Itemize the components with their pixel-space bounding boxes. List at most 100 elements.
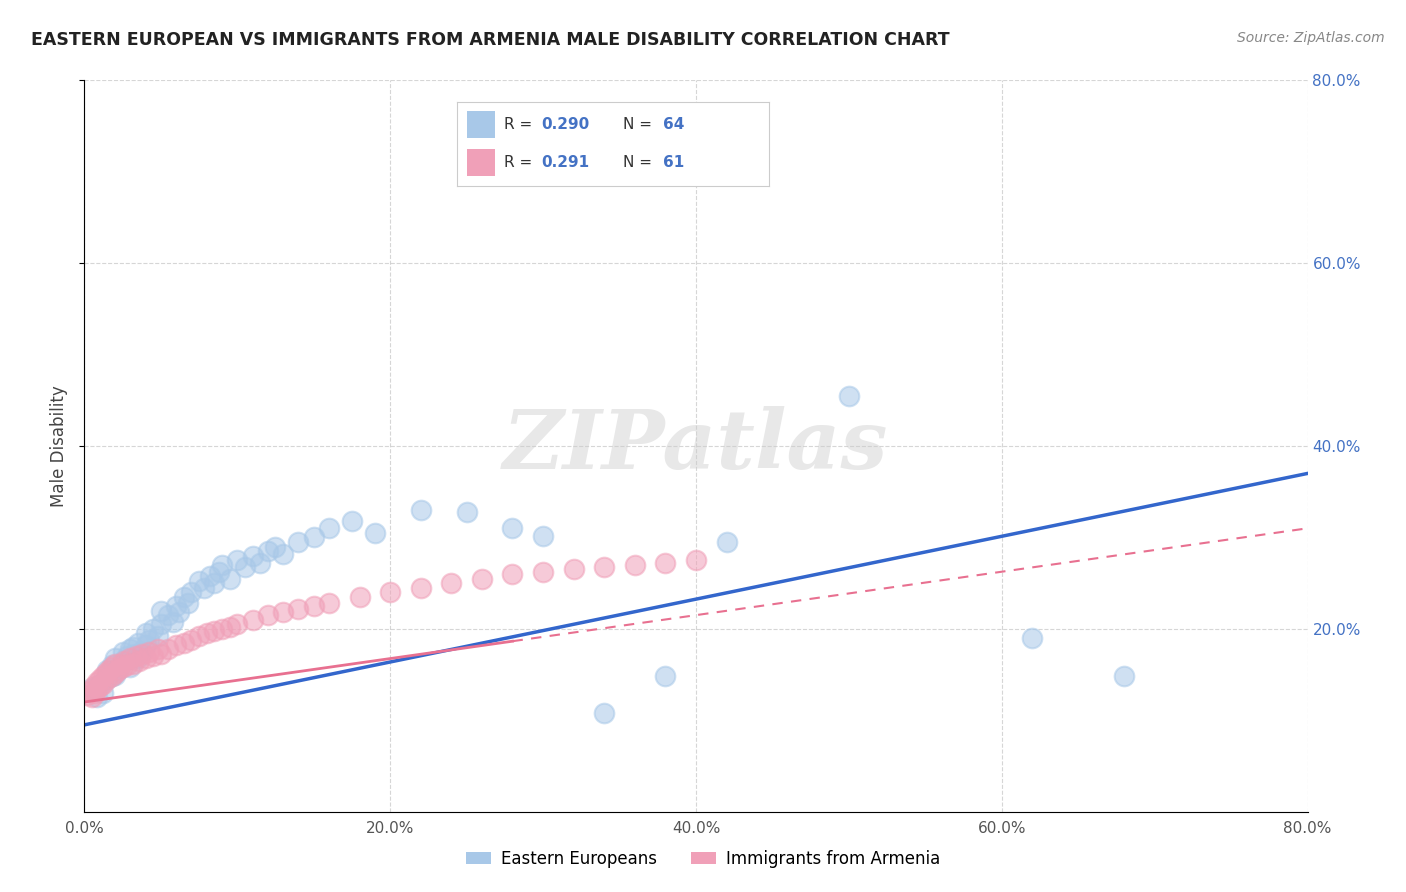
- Legend: Eastern Europeans, Immigrants from Armenia: Eastern Europeans, Immigrants from Armen…: [460, 844, 946, 875]
- Point: [79, 684, 101, 698]
- Point: [127, 651, 149, 665]
- Point: [654, 556, 676, 570]
- Point: [104, 657, 127, 671]
- Point: [173, 590, 195, 604]
- Point: [211, 558, 233, 572]
- Point: [318, 596, 340, 610]
- Point: [198, 569, 221, 583]
- Point: [287, 535, 309, 549]
- Point: [101, 660, 124, 674]
- Point: [146, 642, 169, 657]
- Point: [142, 649, 165, 664]
- Point: [302, 599, 325, 613]
- Point: [380, 585, 402, 599]
- Point: [409, 503, 432, 517]
- Point: [624, 558, 647, 572]
- Point: [149, 603, 172, 617]
- Point: [111, 654, 134, 668]
- Point: [131, 648, 153, 662]
- Point: [318, 521, 340, 535]
- Point: [180, 632, 202, 647]
- Point: [456, 505, 478, 519]
- Point: [104, 665, 127, 680]
- Point: [120, 642, 142, 657]
- Point: [122, 640, 145, 655]
- Point: [80, 681, 103, 696]
- Point: [162, 615, 184, 629]
- Point: [271, 606, 294, 620]
- Point: [104, 651, 127, 665]
- Point: [94, 665, 117, 680]
- Point: [340, 514, 363, 528]
- Point: [76, 688, 98, 702]
- Point: [110, 657, 132, 671]
- Point: [1114, 669, 1136, 683]
- Point: [218, 620, 240, 634]
- Point: [125, 649, 148, 664]
- Point: [302, 530, 325, 544]
- Point: [83, 679, 105, 693]
- Point: [177, 596, 200, 610]
- Point: [202, 576, 225, 591]
- Point: [249, 556, 271, 570]
- Point: [138, 645, 160, 659]
- Point: [165, 638, 187, 652]
- Point: [91, 669, 114, 683]
- Point: [146, 629, 169, 643]
- Point: [112, 654, 135, 668]
- Point: [120, 651, 142, 665]
- Point: [562, 562, 585, 576]
- Point: [218, 572, 240, 586]
- Point: [115, 649, 138, 664]
- Point: [149, 648, 172, 662]
- Point: [226, 553, 249, 567]
- Point: [242, 549, 264, 563]
- Point: [96, 672, 118, 686]
- Point: [685, 553, 707, 567]
- Point: [86, 674, 108, 689]
- Text: ZIPatlas: ZIPatlas: [503, 406, 889, 486]
- Point: [409, 581, 432, 595]
- Point: [115, 658, 138, 673]
- Point: [167, 606, 190, 620]
- Point: [364, 525, 387, 540]
- Point: [142, 622, 165, 636]
- Point: [101, 658, 124, 673]
- Point: [135, 638, 157, 652]
- Point: [271, 547, 294, 561]
- Point: [86, 690, 108, 705]
- Point: [180, 585, 202, 599]
- Point: [1021, 631, 1043, 645]
- Point: [89, 676, 111, 690]
- Point: [120, 660, 142, 674]
- Point: [593, 559, 616, 574]
- Point: [107, 663, 129, 677]
- Point: [135, 651, 157, 665]
- Point: [188, 574, 211, 589]
- Point: [838, 389, 860, 403]
- Point: [89, 679, 111, 693]
- Point: [257, 544, 280, 558]
- Point: [654, 669, 676, 683]
- Point: [208, 565, 231, 579]
- Point: [257, 608, 280, 623]
- Point: [111, 660, 134, 674]
- Point: [97, 663, 120, 677]
- Point: [440, 576, 463, 591]
- Text: EASTERN EUROPEAN VS IMMIGRANTS FROM ARMENIA MALE DISABILITY CORRELATION CHART: EASTERN EUROPEAN VS IMMIGRANTS FROM ARME…: [31, 31, 949, 49]
- Point: [107, 663, 129, 677]
- Point: [264, 540, 287, 554]
- Point: [111, 645, 134, 659]
- Point: [127, 635, 149, 649]
- Point: [96, 663, 118, 677]
- Point: [122, 657, 145, 671]
- Text: Source: ZipAtlas.com: Source: ZipAtlas.com: [1237, 31, 1385, 45]
- Point: [91, 686, 114, 700]
- Point: [173, 635, 195, 649]
- Point: [716, 535, 738, 549]
- Point: [101, 669, 124, 683]
- Point: [124, 648, 146, 662]
- Point: [91, 676, 114, 690]
- Point: [138, 632, 160, 647]
- Point: [531, 565, 554, 579]
